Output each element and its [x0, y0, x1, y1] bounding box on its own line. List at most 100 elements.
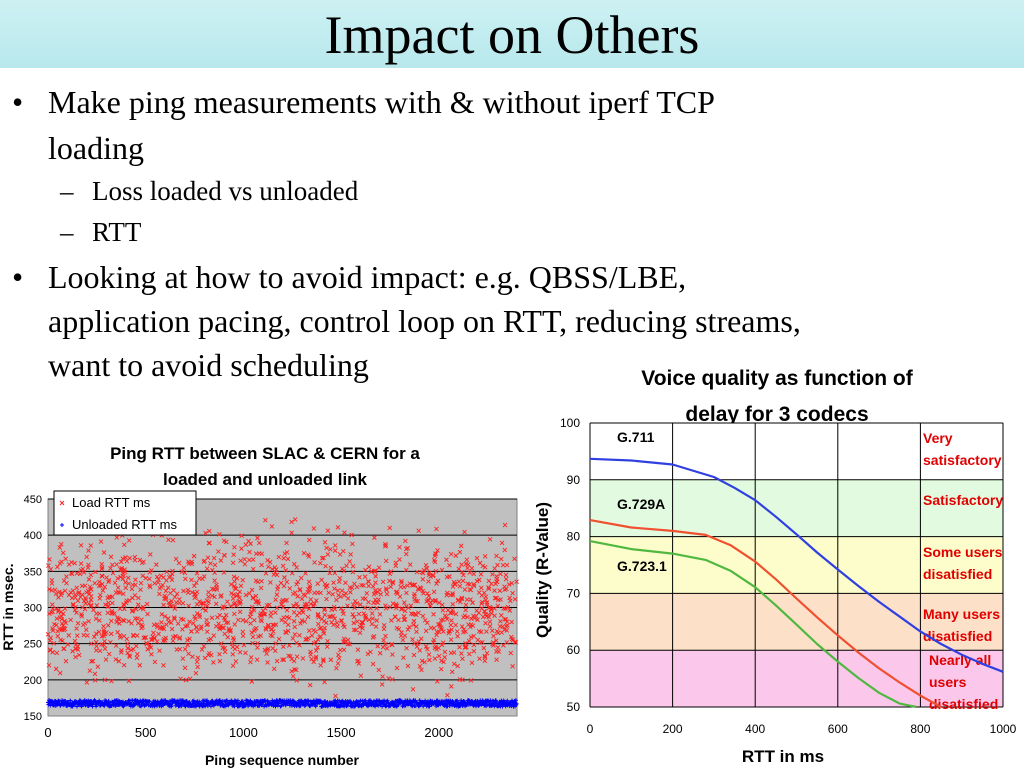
load-rtt-point [253, 551, 259, 557]
load-rtt-point [204, 603, 210, 609]
load-rtt-point [313, 656, 319, 661]
load-rtt-point [56, 595, 61, 600]
unloaded-rtt-point [302, 703, 307, 708]
load-rtt-point [302, 593, 308, 598]
voice-chart-title: Voice quality as function of delay for 3 … [641, 367, 913, 426]
load-rtt-point [509, 619, 514, 625]
load-rtt-point [251, 607, 257, 613]
ping-chart-title: Ping RTT between SLAC & CERN for a loaded… [110, 444, 420, 489]
load-rtt-point [447, 562, 452, 568]
load-rtt-point [439, 602, 445, 608]
load-rtt-point [495, 603, 501, 609]
load-rtt-point [291, 658, 297, 664]
load-rtt-point [311, 526, 317, 531]
sub-bullet-marker: – [60, 176, 74, 206]
load-rtt-point [436, 653, 442, 659]
load-rtt-point [115, 615, 120, 620]
load-rtt-point [474, 555, 480, 561]
load-rtt-point [351, 614, 357, 620]
ping-y-tick-label: 200 [24, 675, 42, 687]
load-rtt-point [217, 651, 222, 657]
voice-y-axis-label: Quality (R-Value) [533, 502, 552, 638]
load-rtt-point [459, 624, 465, 629]
load-rtt-point [259, 562, 264, 568]
load-rtt-point [349, 532, 354, 538]
load-rtt-point [328, 546, 333, 552]
load-rtt-point [400, 637, 406, 643]
quality-band-label: Some users [923, 544, 1003, 560]
load-rtt-point [64, 580, 69, 586]
load-rtt-point [453, 622, 458, 628]
load-rtt-point [445, 692, 450, 698]
load-rtt-point [189, 577, 194, 583]
sub-bullet-marker: – [60, 217, 74, 247]
load-rtt-point [238, 558, 243, 563]
load-rtt-point [404, 590, 409, 596]
load-rtt-point [49, 581, 55, 586]
sub-bullet-1: – Loss loaded vs unloaded [60, 173, 660, 209]
load-rtt-point [474, 608, 480, 613]
load-rtt-point [269, 524, 275, 529]
load-rtt-point [399, 606, 404, 612]
load-rtt-point [509, 580, 515, 586]
sub-bullet-text: RTT [92, 217, 142, 247]
load-rtt-point [397, 594, 403, 599]
load-rtt-point [286, 643, 292, 648]
load-rtt-point [329, 607, 334, 613]
load-rtt-point [180, 627, 185, 632]
load-rtt-point [322, 606, 328, 612]
sub-bullet-2: – RTT [60, 214, 660, 250]
load-rtt-point [93, 616, 99, 621]
unloaded-rtt-point [445, 704, 450, 709]
load-rtt-point [229, 641, 235, 646]
load-rtt-point [332, 586, 337, 591]
load-rtt-point [204, 598, 210, 604]
load-rtt-point [250, 634, 256, 640]
load-rtt-point [287, 586, 293, 591]
load-rtt-point [61, 646, 67, 652]
ping-title-line: loaded and unloaded link [163, 470, 368, 489]
unloaded-rtt-point [197, 699, 202, 704]
load-rtt-point [461, 572, 466, 578]
load-rtt-point [328, 657, 334, 663]
load-rtt-point [221, 552, 227, 558]
load-rtt-point [247, 591, 252, 596]
load-rtt-point [177, 596, 182, 602]
load-rtt-point [449, 618, 454, 623]
load-rtt-point [407, 581, 413, 586]
load-rtt-point [289, 668, 295, 674]
load-rtt-point [92, 671, 98, 677]
load-rtt-point [376, 667, 382, 673]
load-rtt-point [255, 535, 260, 541]
load-rtt-point [200, 606, 206, 611]
load-rtt-point [292, 632, 298, 637]
load-rtt-point [112, 580, 118, 586]
load-rtt-point [435, 678, 440, 684]
load-rtt-point [207, 540, 212, 546]
load-rtt-point [376, 565, 382, 570]
load-rtt-point [160, 582, 165, 588]
load-rtt-point [52, 587, 58, 593]
load-rtt-point [332, 543, 338, 548]
voice-x-tick-label: 800 [910, 722, 930, 736]
load-rtt-point [410, 686, 416, 692]
load-rtt-point [248, 611, 254, 617]
load-rtt-point [361, 611, 367, 616]
load-rtt-point [417, 664, 423, 669]
ping-y-tick-label: 400 [24, 530, 42, 542]
load-rtt-point [293, 667, 299, 673]
load-rtt-point [120, 576, 126, 582]
load-rtt-point [424, 566, 430, 571]
load-rtt-point [103, 602, 108, 608]
load-rtt-point [411, 622, 416, 628]
load-rtt-point [250, 595, 256, 600]
load-rtt-point [475, 617, 480, 623]
load-rtt-point [302, 619, 308, 624]
load-rtt-point [241, 642, 247, 648]
load-rtt-point [247, 557, 252, 563]
load-rtt-point [471, 633, 476, 639]
load-rtt-point [74, 626, 79, 631]
sub-bullet-text: Loss loaded vs unloaded [92, 176, 359, 206]
load-rtt-point [341, 593, 347, 598]
load-rtt-point [169, 603, 174, 609]
